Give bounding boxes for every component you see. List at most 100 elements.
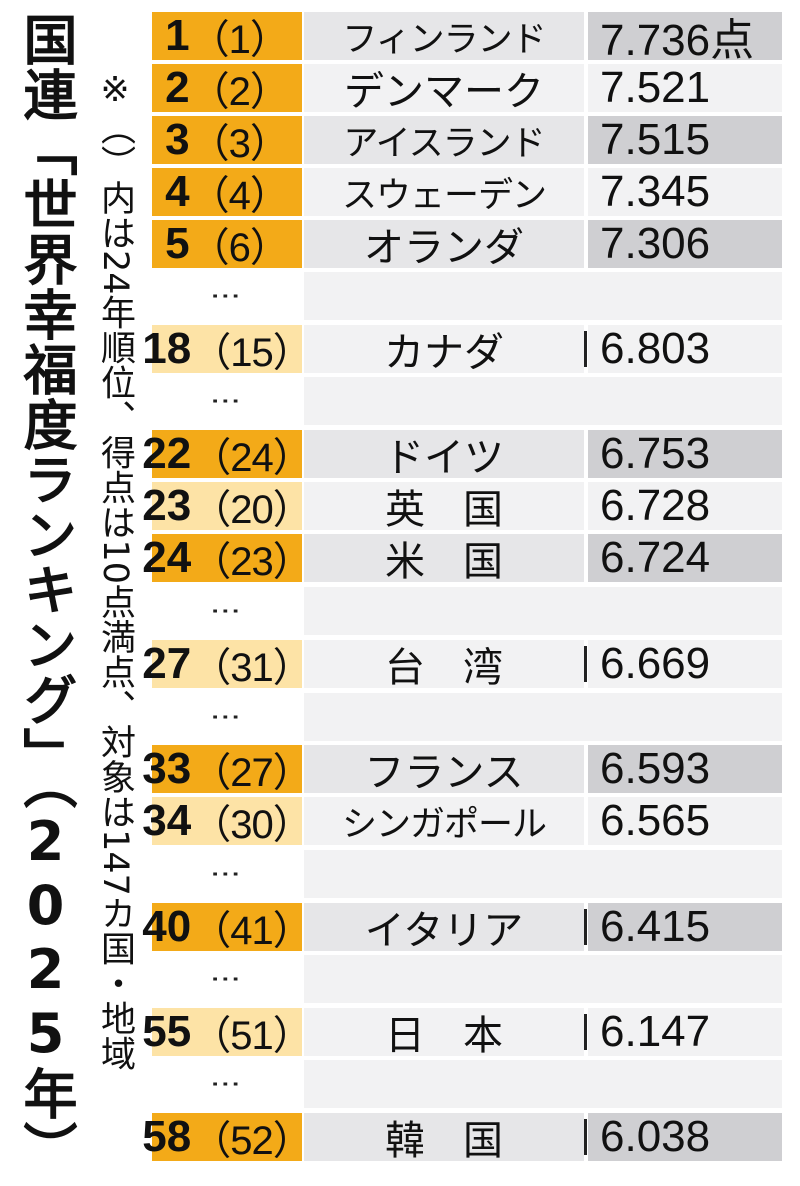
table-row: 5 （6） オランダ 7.306 xyxy=(152,219,782,271)
score-value: 6.593 xyxy=(588,744,782,793)
rank-2024: （20） xyxy=(191,488,312,532)
separator-bar xyxy=(584,1014,587,1050)
gap-fill xyxy=(304,272,782,320)
rank-2025: 58 xyxy=(142,1112,192,1161)
country-name: アイスランド xyxy=(304,116,584,164)
score-value: 6.728 xyxy=(588,481,782,530)
score-value: 6.669 xyxy=(588,639,782,688)
rank-2025: 33 xyxy=(142,744,192,793)
rank-cell: 23 （20） xyxy=(142,481,312,532)
gap-row: ⋮ xyxy=(152,272,782,320)
rank-cell: 33 （27） xyxy=(142,744,312,795)
gap-row: ⋮ xyxy=(152,1060,782,1108)
rank-2024: （2） xyxy=(189,70,290,114)
omission-ellipsis: ⋮ xyxy=(208,281,243,311)
rank-2024: （4） xyxy=(189,174,290,218)
table-row: 1 （1） フィンランド 7.736点 xyxy=(152,11,782,65)
score-value: 7.345 xyxy=(588,167,782,216)
rank-2024: （1） xyxy=(189,18,290,62)
table-row: 40 （41） イタリア 6.415 xyxy=(142,902,782,954)
rank-cell: 3 （3） xyxy=(152,115,302,166)
rank-cell: 1 （1） xyxy=(152,11,302,62)
separator-bar xyxy=(584,1119,587,1155)
country-name: スウェーデン xyxy=(304,168,584,216)
rank-cell: 5 （6） xyxy=(152,219,302,270)
rank-cell: 40 （41） xyxy=(142,902,312,953)
score-value: 6.803 xyxy=(588,324,782,373)
separator-bar xyxy=(584,909,587,945)
country-name: イタリア xyxy=(304,903,584,954)
rank-2025: 5 xyxy=(165,219,190,268)
country-name: ドイツ xyxy=(304,430,584,481)
country-name: シンガポール xyxy=(304,797,584,845)
country-name: カナダ xyxy=(304,325,584,376)
rank-2024: （15） xyxy=(191,331,312,375)
rank-cell: 27 （31） xyxy=(142,639,312,690)
table-row: 24 （23） 米国 6.724 xyxy=(142,533,782,585)
rank-2025: 3 xyxy=(165,115,190,164)
omission-ellipsis: ⋮ xyxy=(208,386,243,416)
table-row: 34 （30） シンガポール 6.565 xyxy=(142,796,782,847)
rank-2025: 23 xyxy=(142,481,192,530)
rank-cell: 24 （23） xyxy=(142,533,312,584)
rank-2025: 40 xyxy=(142,902,192,951)
score-value: 7.515 xyxy=(588,115,782,164)
rank-2025: 1 xyxy=(165,11,190,60)
score-value: 7.736点 xyxy=(588,12,782,65)
score-value: 6.038 xyxy=(588,1112,782,1161)
country-name: フィンランド xyxy=(304,12,584,60)
rank-2024: （24） xyxy=(191,436,312,480)
omission-ellipsis: ⋮ xyxy=(208,1069,243,1099)
omission-ellipsis: ⋮ xyxy=(208,859,243,889)
rank-cell: 4 （4） xyxy=(152,167,302,218)
rank-cell: 22 （24） xyxy=(142,429,312,480)
rank-2024: （31） xyxy=(191,646,312,690)
table-row: 18 （15） カナダ 6.803 xyxy=(142,324,782,376)
rank-cell: 18 （15） xyxy=(142,324,312,375)
chart-note: ※（）内は24年順位、得点は10点満点、対象は147カ国・地域 xyxy=(95,70,135,1071)
table-row: 2 （2） デンマーク 7.521 xyxy=(152,63,782,115)
rank-2024: （27） xyxy=(191,751,312,795)
score-value: 6.415 xyxy=(588,902,782,951)
rank-2025: 55 xyxy=(142,1007,192,1056)
rank-2024: （6） xyxy=(189,226,290,270)
table-row: 3 （3） アイスランド 7.515 xyxy=(152,115,782,166)
omission-ellipsis: ⋮ xyxy=(208,702,243,732)
gap-row: ⋮ xyxy=(152,850,782,898)
chart-title: 国連「世界幸福度ランキング」（2025年） xyxy=(14,12,77,1176)
rank-2024: （3） xyxy=(189,122,290,166)
gap-row: ⋮ xyxy=(152,693,782,741)
country-name: デンマーク xyxy=(304,64,584,115)
gap-fill xyxy=(304,850,782,898)
gap-row: ⋮ xyxy=(152,587,782,635)
gap-row: ⋮ xyxy=(152,377,782,425)
country-name: 日本 xyxy=(304,1008,584,1059)
rank-2024: （51） xyxy=(191,1014,312,1058)
rank-2024: （23） xyxy=(191,540,312,584)
rank-2024: （30） xyxy=(191,803,312,847)
rank-2025: 4 xyxy=(165,167,190,216)
country-name: 台湾 xyxy=(304,640,584,691)
omission-ellipsis: ⋮ xyxy=(208,964,243,994)
rank-cell: 55 （51） xyxy=(142,1007,312,1058)
rank-2024: （52） xyxy=(191,1119,312,1163)
country-name: 英国 xyxy=(304,482,584,533)
gap-fill xyxy=(304,377,782,425)
rank-2025: 34 xyxy=(142,796,192,845)
gap-fill xyxy=(304,587,782,635)
separator-bar xyxy=(584,646,587,682)
rank-cell: 58 （52） xyxy=(142,1112,312,1163)
gap-fill xyxy=(304,1060,782,1108)
country-name: フランス xyxy=(304,745,584,796)
ranking-table: ⋮ ⋮ ⋮ ⋮ ⋮ ⋮ ⋮ 1 （1） フィンランド 7.736点 2 （2） デンマーク 7.521 3 （3… xyxy=(142,0,782,1186)
rank-2025: 22 xyxy=(142,429,192,478)
table-row: 4 （4） スウェーデン 7.345 xyxy=(152,167,782,218)
score-value: 6.565 xyxy=(588,796,782,845)
table-row: 55 （51） 日本 6.147 xyxy=(142,1007,782,1059)
gap-fill xyxy=(304,693,782,741)
rank-2025: 18 xyxy=(142,324,192,373)
score-value: 7.306 xyxy=(588,219,782,268)
rank-cell: 2 （2） xyxy=(152,63,302,114)
table-row: 22 （24） ドイツ 6.753 xyxy=(142,429,782,481)
rank-2024: （41） xyxy=(191,909,312,953)
